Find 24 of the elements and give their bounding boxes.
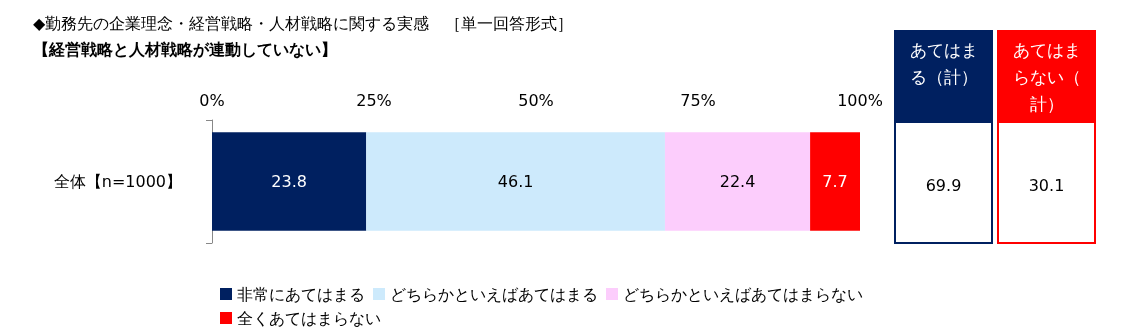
chart-subtitle: 【経営戦略と人材戦略が連動していない】 [33, 39, 337, 59]
legend-label: どちらかといえばあてはまらない [623, 284, 863, 304]
data-label: 23.8 [271, 172, 307, 191]
x-tick-label: 100% [837, 90, 883, 110]
data-label: 46.1 [497, 172, 534, 191]
x-tick-label: 50% [518, 90, 554, 110]
text: あてはまる（計） [909, 39, 978, 87]
data-label: 22.4 [719, 172, 756, 191]
bar [810, 132, 860, 231]
legend-label: 全くあてはまらない [237, 308, 381, 328]
legend-label: 非常にあてはまる [237, 284, 365, 304]
bar [366, 132, 665, 231]
text: 30.1 [1028, 175, 1065, 195]
legend-label: どちらかといえばあてはまる [390, 284, 598, 304]
x-tick-label: 75% [680, 90, 716, 110]
x-tick-label: 25% [356, 90, 392, 110]
x-tick-label: 0% [199, 90, 225, 110]
y-tick-label: 全体【n=1000】 [53, 172, 182, 191]
bar [212, 132, 367, 231]
chart-title: ◆勤務先の企業理念・経営戦略・人材戦略に関する実感 ［単一回答形式］ [33, 13, 574, 33]
text: 69.9 [925, 175, 962, 195]
text: あてはまらない（計） [1012, 39, 1081, 114]
bar [664, 132, 811, 231]
data-label: 7.7 [822, 172, 848, 191]
